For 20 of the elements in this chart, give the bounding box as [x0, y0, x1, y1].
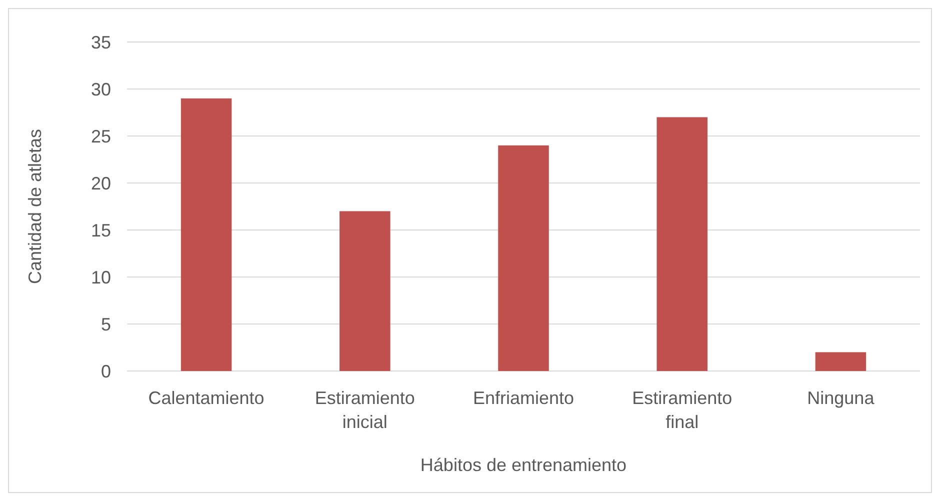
y-tick-label: 30	[90, 79, 111, 100]
bar	[815, 352, 866, 371]
x-axis-title: Hábitos de entrenamiento	[420, 455, 627, 475]
y-tick-label: 5	[100, 314, 111, 334]
bar	[180, 98, 232, 371]
x-tick-label: Calentamiento	[148, 388, 264, 408]
y-tick-label: 0	[100, 361, 111, 382]
y-tick-label: 25	[90, 126, 111, 146]
bar	[340, 211, 390, 371]
x-tick-label: Enfriamiento	[472, 388, 574, 408]
x-tick-label: Ninguna	[807, 388, 876, 408]
y-tick-label: 35	[90, 32, 111, 52]
y-tick-label: 15	[90, 220, 111, 240]
y-tick-label: 10	[90, 267, 111, 288]
bar	[656, 117, 708, 371]
bar	[498, 145, 549, 371]
x-tick-label: Estiramiento final	[632, 388, 732, 432]
x-tick-label: Estiramiento inicial	[314, 388, 415, 432]
y-tick-label: 20	[90, 173, 111, 194]
y-axis-title: Cantidad de atletas	[25, 128, 45, 284]
